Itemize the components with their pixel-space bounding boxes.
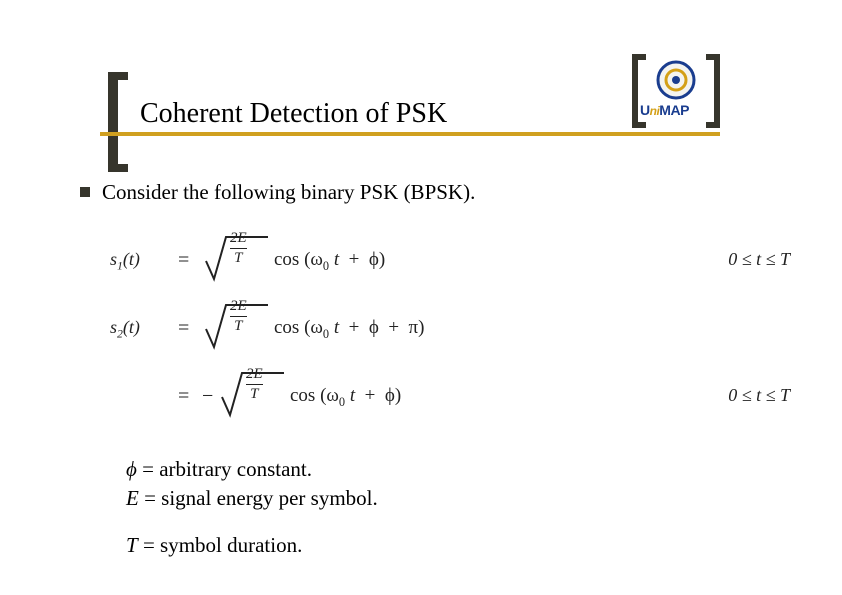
eq-fraction: 2E T — [246, 367, 263, 402]
title-underline — [100, 132, 720, 136]
eq-fraction: 2E T — [230, 299, 247, 334]
frac-den: T — [230, 248, 247, 266]
slide: Coherent Detection of PSK UniMAP Conside… — [0, 0, 842, 595]
title-bracket-left — [100, 72, 132, 172]
equations-block: s1(t) = 2E T cos (ω0 t + ϕ) 0 ≤ t ≤ T s2… — [110, 231, 790, 427]
definitions-block: ϕ = arbitrary constant. E = signal energ… — [126, 457, 780, 558]
eq-equals: = — [178, 317, 189, 340]
definition-t: T = symbol duration. — [126, 533, 780, 558]
bullet-icon — [80, 187, 90, 197]
eq-rhs: cos (ω0 t + ϕ) — [290, 385, 401, 410]
eq-lhs: s1(t) — [110, 249, 140, 273]
equation-row: s1(t) = 2E T cos (ω0 t + ϕ) 0 ≤ t ≤ T — [110, 231, 790, 291]
definition-phi: ϕ = arbitrary constant. — [126, 457, 780, 482]
eq-fraction: 2E T — [230, 231, 247, 266]
intro-text: Consider the following binary PSK (BPSK)… — [102, 180, 475, 205]
logo-bracket-right — [702, 54, 724, 128]
logo-text-ni: ni — [650, 104, 660, 118]
bullet-item: Consider the following binary PSK (BPSK)… — [80, 180, 780, 205]
body-region: Consider the following binary PSK (BPSK)… — [80, 180, 780, 562]
frac-den: T — [246, 384, 263, 402]
eq-equals: = — [178, 249, 189, 272]
logo-text-map: MAP — [659, 102, 689, 118]
logo-emblem-icon — [656, 60, 696, 100]
eq-negate: − — [202, 385, 213, 408]
logo-text: UniMAP — [640, 102, 689, 118]
definition-e: E = signal energy per symbol. — [126, 486, 780, 511]
eq-lhs: s2(t) — [110, 317, 140, 341]
eq-rhs: cos (ω0 t + ϕ + π) — [274, 317, 424, 342]
eq-equals: = — [178, 385, 189, 408]
eq-condition: 0 ≤ t ≤ T — [728, 385, 790, 406]
equation-row: s2(t) = 2E T cos (ω0 t + ϕ + π) — [110, 299, 790, 359]
logo-text-u: U — [640, 102, 650, 118]
frac-den: T — [230, 316, 247, 334]
logo: UniMAP — [630, 60, 720, 140]
frac-num: 2E — [246, 367, 263, 384]
equation-row: = − 2E T cos (ω0 t + ϕ) 0 ≤ t ≤ T — [110, 367, 790, 427]
frac-num: 2E — [230, 299, 247, 316]
eq-rhs: cos (ω0 t + ϕ) — [274, 249, 385, 274]
frac-num: 2E — [230, 231, 247, 248]
slide-title: Coherent Detection of PSK — [140, 98, 447, 130]
eq-condition: 0 ≤ t ≤ T — [728, 249, 790, 270]
